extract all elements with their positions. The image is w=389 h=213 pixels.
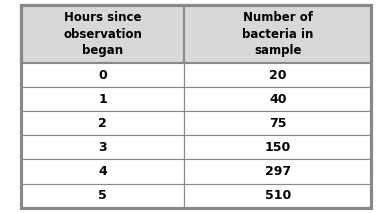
Bar: [184, 63, 371, 87]
Text: 1: 1: [98, 93, 107, 106]
Text: 297: 297: [265, 165, 291, 178]
Bar: [21, 63, 184, 87]
Text: 40: 40: [269, 93, 287, 106]
Bar: [184, 160, 371, 184]
Bar: [184, 111, 371, 135]
Text: Number of
bacteria in
sample: Number of bacteria in sample: [242, 11, 314, 57]
Text: 4: 4: [98, 165, 107, 178]
Text: 510: 510: [265, 189, 291, 202]
Bar: [21, 87, 184, 111]
Bar: [21, 184, 184, 208]
Text: 75: 75: [269, 117, 287, 130]
Bar: [21, 135, 184, 160]
Bar: [184, 87, 371, 111]
Text: 2: 2: [98, 117, 107, 130]
Bar: [21, 5, 371, 208]
Text: 150: 150: [265, 141, 291, 154]
Bar: [21, 160, 184, 184]
Text: Hours since
observation
began: Hours since observation began: [63, 11, 142, 57]
Bar: [184, 5, 371, 63]
Bar: [184, 184, 371, 208]
Text: 3: 3: [98, 141, 107, 154]
Bar: [21, 5, 184, 63]
Text: 0: 0: [98, 69, 107, 82]
Bar: [21, 111, 184, 135]
Text: 5: 5: [98, 189, 107, 202]
Text: 20: 20: [269, 69, 287, 82]
Bar: [184, 135, 371, 160]
